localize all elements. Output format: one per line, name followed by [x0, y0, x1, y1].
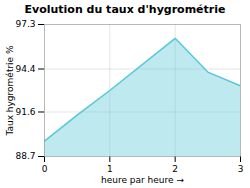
svg-text:91.6: 91.6 — [15, 107, 35, 117]
svg-text:1: 1 — [107, 164, 113, 174]
svg-text:97.3: 97.3 — [15, 19, 35, 29]
svg-text:0: 0 — [42, 164, 48, 174]
svg-text:94.4: 94.4 — [15, 64, 35, 74]
html-text:Evolution du taux d'hygrométri: Evolution du taux d'hygrométrie — [24, 3, 226, 16]
svg-text:88.7: 88.7 — [15, 151, 35, 161]
svg-text:Taux hygrométrie %: Taux hygrométrie % — [5, 45, 15, 137]
svg-text:heure par heure →: heure par heure → — [101, 175, 184, 185]
svg-text:2: 2 — [172, 164, 178, 174]
svg-text:3: 3 — [238, 164, 244, 174]
